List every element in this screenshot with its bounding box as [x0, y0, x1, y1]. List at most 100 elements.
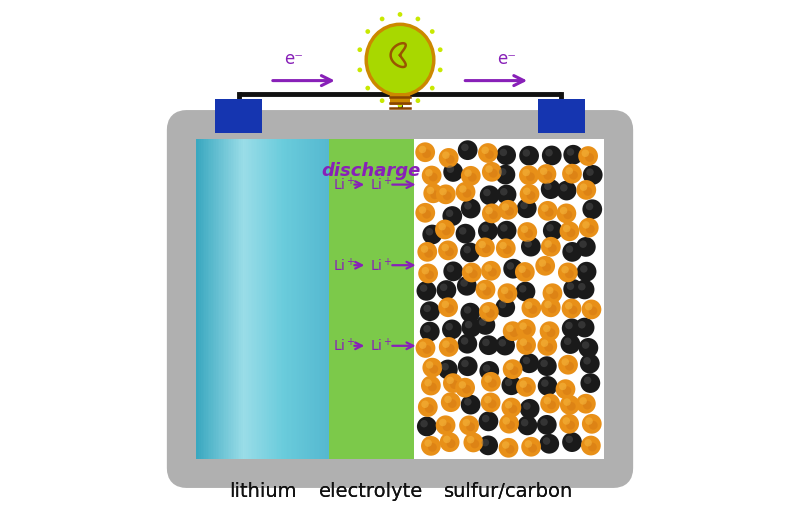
- Circle shape: [482, 244, 491, 253]
- Circle shape: [569, 171, 578, 179]
- Circle shape: [467, 436, 474, 444]
- Circle shape: [479, 283, 486, 291]
- Bar: [222, 139, 225, 459]
- Bar: [241, 139, 243, 459]
- Bar: [326, 139, 327, 459]
- Circle shape: [428, 383, 437, 392]
- Circle shape: [506, 324, 514, 332]
- Circle shape: [574, 280, 594, 300]
- Circle shape: [495, 336, 515, 356]
- Circle shape: [538, 259, 546, 267]
- Circle shape: [579, 397, 587, 405]
- Circle shape: [482, 305, 490, 313]
- Circle shape: [464, 170, 472, 177]
- Circle shape: [446, 265, 454, 272]
- Bar: [218, 139, 220, 459]
- Circle shape: [505, 401, 512, 409]
- Text: electrolyte: electrolyte: [319, 482, 423, 501]
- Circle shape: [430, 190, 439, 199]
- Circle shape: [478, 241, 486, 249]
- Circle shape: [458, 356, 478, 376]
- Bar: [230, 139, 231, 459]
- Circle shape: [515, 282, 535, 302]
- Circle shape: [588, 443, 597, 451]
- Circle shape: [537, 356, 557, 376]
- Circle shape: [420, 322, 440, 342]
- Text: e⁻: e⁻: [497, 49, 516, 68]
- Circle shape: [498, 339, 506, 346]
- Circle shape: [581, 436, 601, 456]
- Circle shape: [446, 210, 454, 217]
- Circle shape: [589, 306, 598, 315]
- Circle shape: [420, 284, 427, 292]
- Circle shape: [516, 377, 536, 397]
- Circle shape: [438, 297, 458, 317]
- Circle shape: [542, 283, 562, 303]
- Circle shape: [522, 169, 530, 176]
- Circle shape: [585, 303, 593, 310]
- Circle shape: [502, 398, 522, 418]
- Circle shape: [464, 398, 471, 406]
- Circle shape: [565, 302, 573, 309]
- Circle shape: [535, 256, 555, 276]
- Circle shape: [521, 419, 529, 426]
- Circle shape: [560, 184, 567, 191]
- Bar: [251, 139, 253, 459]
- Circle shape: [550, 290, 558, 299]
- Circle shape: [583, 187, 592, 196]
- Text: lithium: lithium: [229, 482, 296, 501]
- Circle shape: [423, 325, 430, 332]
- Circle shape: [558, 355, 578, 374]
- Circle shape: [424, 439, 432, 447]
- Circle shape: [501, 287, 509, 294]
- Bar: [242, 139, 245, 459]
- Bar: [279, 139, 281, 459]
- Circle shape: [576, 394, 596, 413]
- Circle shape: [442, 363, 449, 370]
- Bar: [216, 139, 218, 459]
- Circle shape: [519, 165, 539, 185]
- Circle shape: [455, 378, 475, 398]
- Circle shape: [444, 396, 452, 403]
- Circle shape: [537, 415, 557, 435]
- Bar: [266, 139, 268, 459]
- Bar: [306, 139, 308, 459]
- Bar: [270, 139, 273, 459]
- Circle shape: [464, 306, 471, 314]
- Circle shape: [523, 342, 532, 351]
- Circle shape: [522, 269, 530, 278]
- Circle shape: [455, 224, 475, 243]
- Circle shape: [562, 164, 582, 184]
- Circle shape: [505, 379, 512, 386]
- Circle shape: [566, 421, 575, 430]
- Circle shape: [522, 357, 530, 364]
- Circle shape: [516, 335, 536, 355]
- Circle shape: [422, 267, 429, 275]
- Circle shape: [521, 226, 528, 233]
- Circle shape: [566, 282, 574, 290]
- Circle shape: [498, 200, 518, 219]
- Circle shape: [509, 405, 518, 413]
- Circle shape: [478, 435, 498, 455]
- Bar: [278, 139, 279, 459]
- Bar: [304, 139, 306, 459]
- Circle shape: [526, 191, 535, 200]
- Circle shape: [461, 303, 480, 322]
- Circle shape: [540, 394, 560, 413]
- Bar: [289, 139, 291, 459]
- Bar: [274, 139, 276, 459]
- Circle shape: [565, 362, 574, 371]
- Bar: [297, 139, 299, 459]
- Circle shape: [498, 438, 518, 458]
- Circle shape: [503, 259, 523, 279]
- Circle shape: [461, 360, 469, 367]
- Circle shape: [543, 397, 551, 405]
- Circle shape: [566, 436, 573, 443]
- Circle shape: [540, 360, 548, 367]
- Circle shape: [523, 384, 532, 393]
- Circle shape: [506, 262, 514, 270]
- Circle shape: [542, 263, 551, 272]
- Circle shape: [522, 149, 530, 157]
- Bar: [292, 139, 294, 459]
- Circle shape: [582, 199, 602, 219]
